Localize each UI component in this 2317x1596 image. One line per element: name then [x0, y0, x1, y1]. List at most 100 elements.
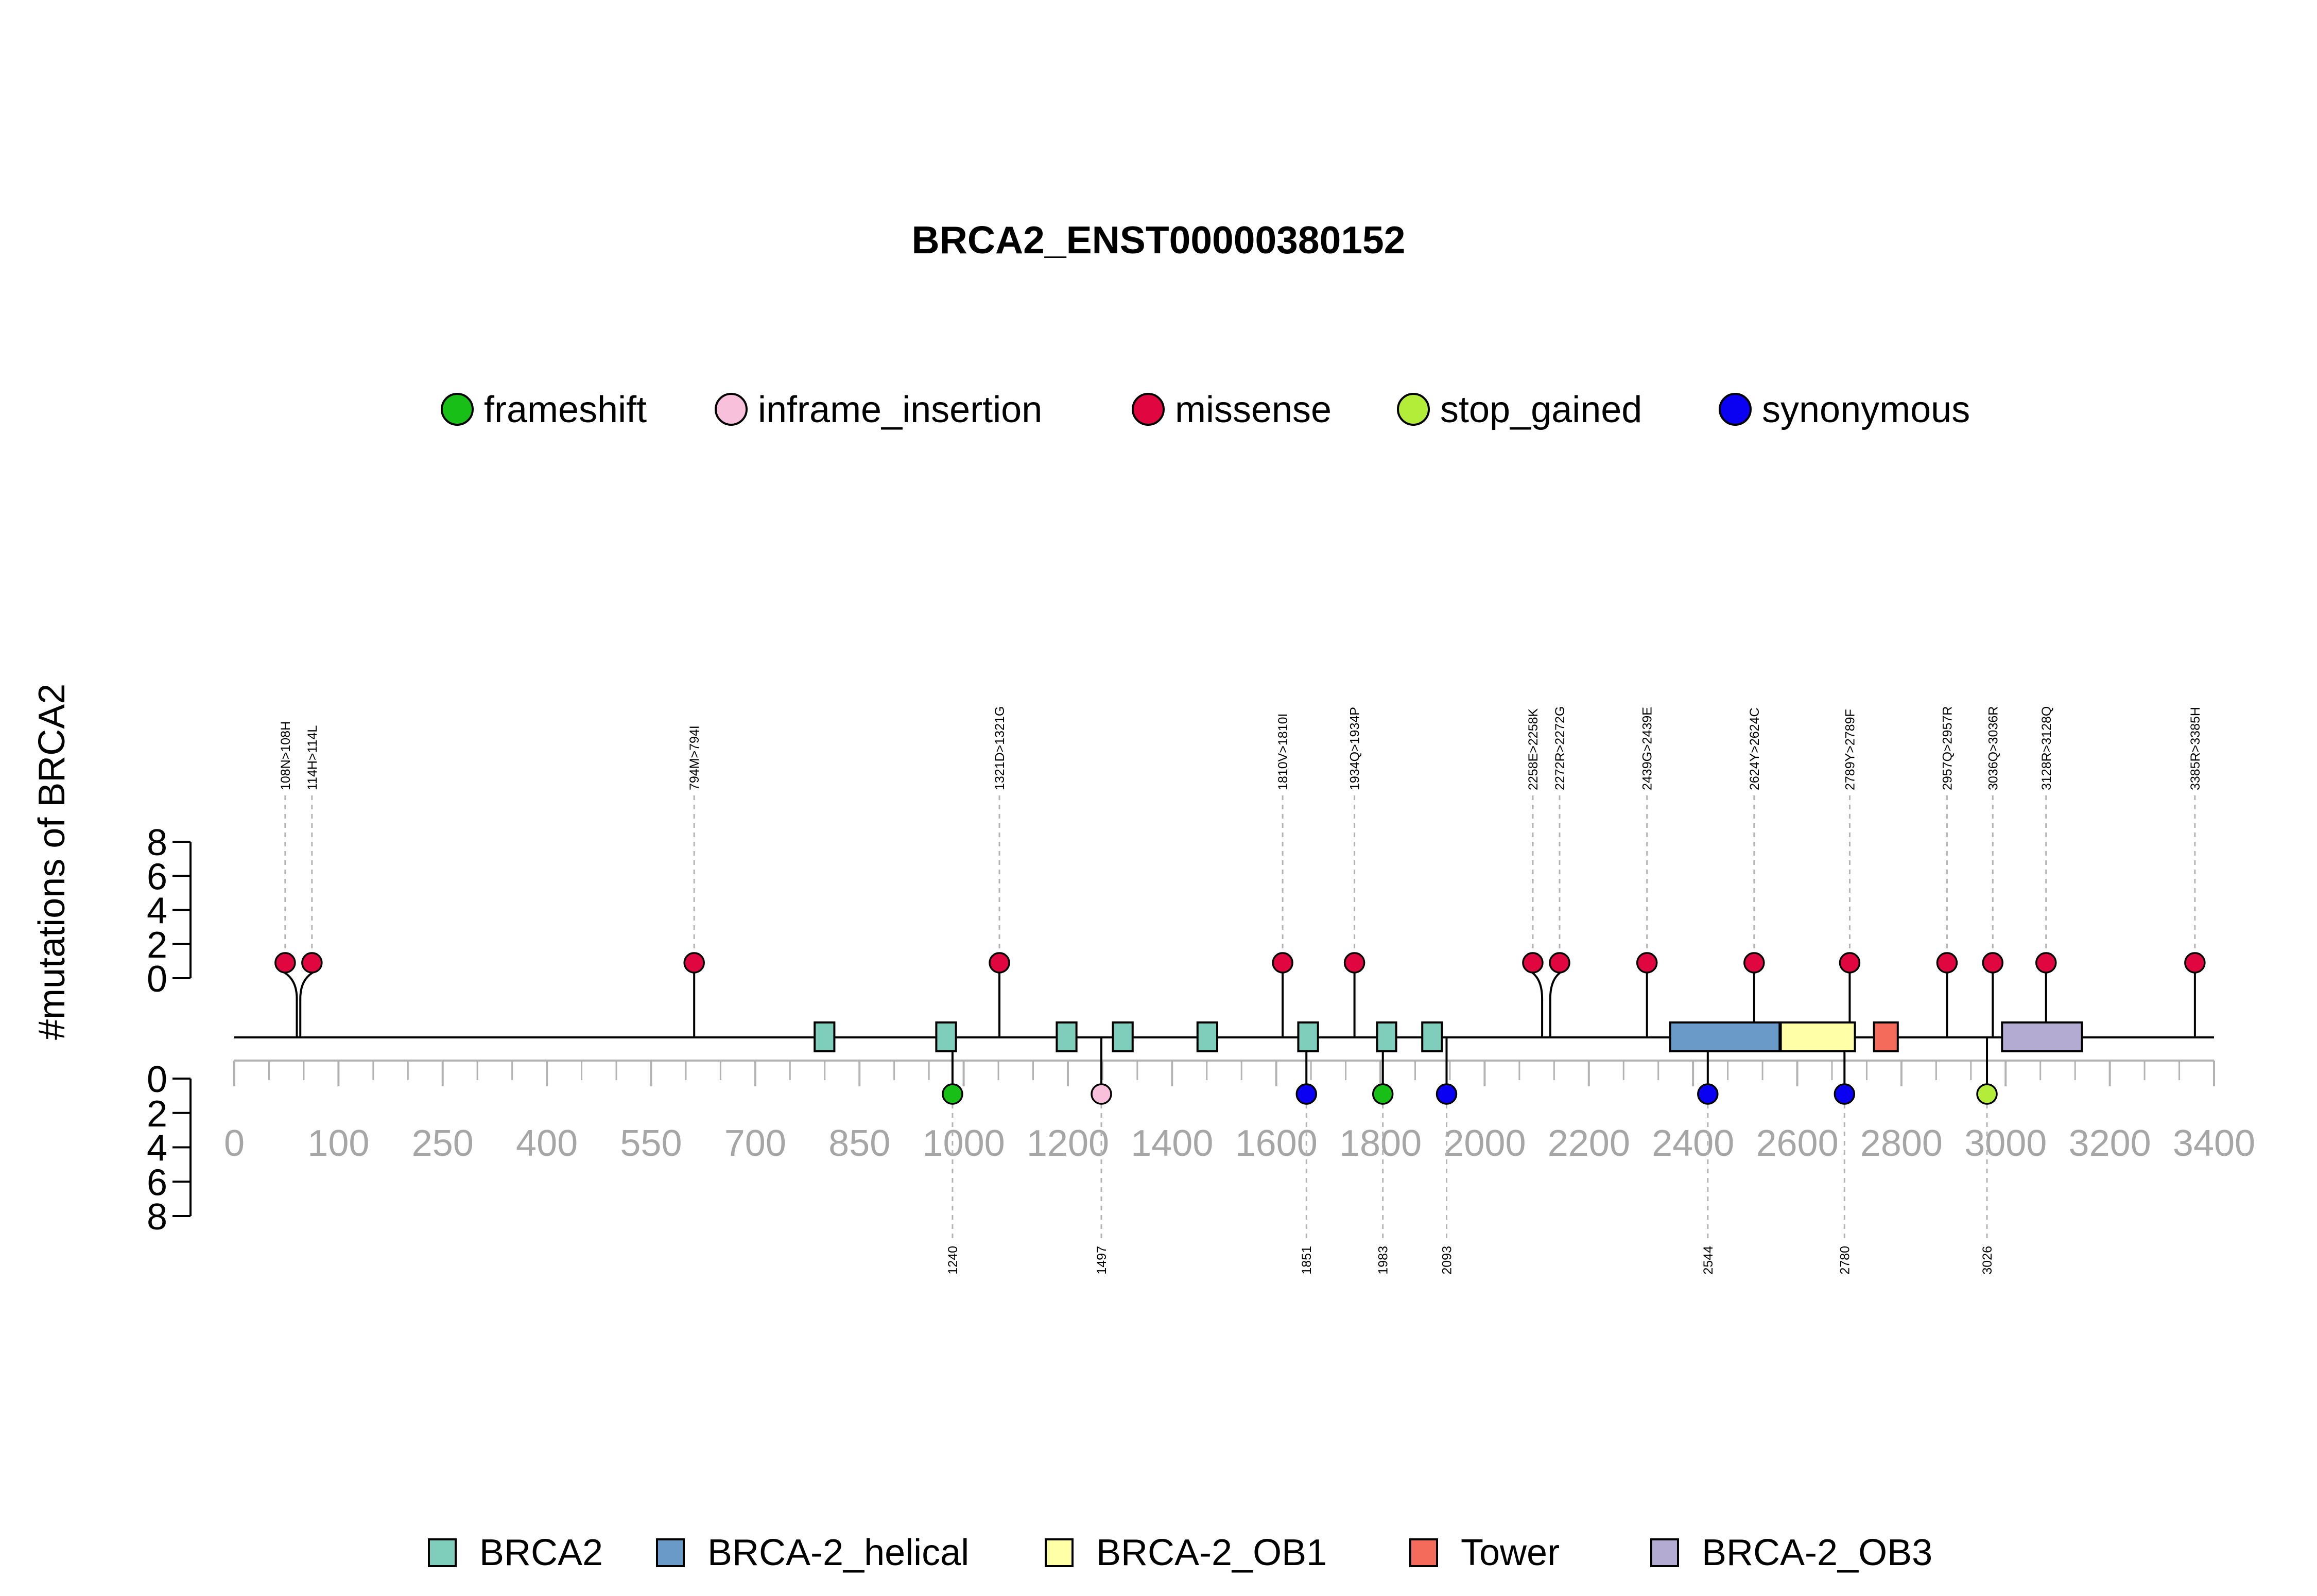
mutation-points: [274, 952, 2206, 1105]
chart-title: BRCA2_ENST00000380152: [912, 218, 1406, 262]
legend-label-inframe_insertion: inframe_insertion: [758, 389, 1042, 430]
mutation-point-missense: [1522, 952, 1544, 974]
mutation-point-missense: [1743, 952, 1765, 974]
x-tick-label: 400: [516, 1123, 578, 1164]
domain-BRCA2: [1056, 1021, 1078, 1052]
mutation-point-missense: [301, 952, 323, 974]
y-tick-label: 4: [147, 891, 167, 932]
mutation-point-inframe_insertion: [1091, 1083, 1112, 1105]
domain-BRCA2: [1376, 1021, 1397, 1052]
legend-key-BRCA-2_helical: [656, 1538, 685, 1567]
y-tick-label: 4: [147, 1128, 167, 1169]
mutation-point-synonymous: [1295, 1083, 1317, 1105]
x-tick-label: 1400: [1131, 1123, 1213, 1164]
x-tick-label: 2200: [1548, 1123, 1630, 1164]
mutation-point-missense: [1636, 952, 1658, 974]
mutation-label: 108N>108H: [279, 721, 293, 790]
mutation-label: 1851: [1300, 1246, 1314, 1275]
mutation-type-legend: frameshift inframe_insertion missense stop_…: [441, 389, 1970, 430]
domain-legend: BRCA2 BRCA-2_helical BRCA-2_OB1 Tower BRCA-2…: [428, 1532, 1932, 1573]
y-tick-label: 6: [147, 856, 167, 897]
mutation-point-missense: [2035, 952, 2057, 974]
legend-key-BRCA2: [428, 1538, 457, 1567]
domain-BRCA2: [1196, 1021, 1219, 1052]
mutation-stem: [284, 963, 298, 1037]
mutation-point-frameshift: [1372, 1083, 1394, 1105]
mutation-stem: [299, 963, 313, 1037]
mutation-label: 3128R>3128Q: [2039, 706, 2054, 790]
x-tick-label: 1800: [1339, 1123, 1422, 1164]
mutation-label: 1321D>1321G: [993, 706, 1007, 790]
mutation-label: 1983: [1376, 1246, 1391, 1275]
mutation-label: 1497: [1095, 1246, 1109, 1275]
mutation-label: 794M>794I: [687, 725, 702, 790]
mutation-point-synonymous: [1436, 1083, 1458, 1105]
y-tick-label: 2: [147, 925, 167, 966]
x-tick-label: 1000: [922, 1123, 1005, 1164]
y-axis-label: #mutations of BRCA2: [31, 684, 73, 1040]
mutation-label: 2093: [1440, 1246, 1454, 1275]
legend-label-missense: missense: [1175, 389, 1332, 430]
legend-label-Tower: Tower: [1461, 1532, 1560, 1573]
legend-label-frameshift: frameshift: [484, 389, 647, 430]
mutation-point-missense: [274, 952, 296, 974]
legend-key-inframe_insertion: [715, 393, 748, 426]
x-tick-label: 2800: [1860, 1123, 1943, 1164]
mutation-point-synonymous: [1697, 1083, 1719, 1105]
mutation-point-missense: [1982, 952, 2004, 974]
mutation-label: 2439G>2439E: [1640, 707, 1655, 790]
domain-BRCA-2_helical: [1669, 1021, 1781, 1052]
x-tick-label: 250: [412, 1123, 474, 1164]
mutation-labels: 108N>108H 114H>114L 794M>794I 1321D>1321G 18…: [279, 706, 2203, 1275]
legend-label-synonymous: synonymous: [1762, 389, 1970, 430]
legend-key-BRCA-2_OB1: [1045, 1538, 1074, 1567]
x-tick-label: 100: [307, 1123, 369, 1164]
mutation-point-missense: [1549, 952, 1570, 974]
legend-key-Tower: [1409, 1538, 1438, 1567]
y-tick-label: 0: [147, 1059, 167, 1100]
mutation-label: 1240: [946, 1246, 960, 1275]
domain-BRCA-2_OB1: [1779, 1021, 1856, 1052]
mutation-point-frameshift: [942, 1083, 963, 1105]
mutation-point-missense: [683, 952, 705, 974]
y-tick-label: 2: [147, 1094, 167, 1135]
mutation-stem: [1531, 963, 1544, 1037]
mutation-point-missense: [1272, 952, 1293, 974]
mutation-point-synonymous: [1834, 1083, 1856, 1105]
mutation-stem: [1549, 963, 1561, 1037]
x-tick-label: 3400: [2173, 1123, 2255, 1164]
legend-key-synonymous: [1719, 393, 1752, 426]
x-tick-label: 0: [224, 1123, 245, 1164]
mutation-point-missense: [1936, 952, 1958, 974]
mutation-label: 2272R>2272G: [1553, 706, 1567, 790]
mutation-label: 1934Q>1934P: [1348, 707, 1362, 790]
mutation-label: 2624Y>2624C: [1748, 707, 1762, 790]
mutation-label: 2258E>2258K: [1526, 708, 1541, 790]
mutation-stems: [284, 795, 2196, 1241]
mutation-label: 2780: [1838, 1246, 1852, 1275]
domain-BRCA-2_OB3: [2001, 1021, 2083, 1052]
domain-BRCA2: [935, 1021, 957, 1052]
mutation-label: 2789Y>2789F: [1843, 709, 1857, 790]
y-tick-label: 8: [147, 822, 167, 863]
y-tick-label: 0: [147, 959, 167, 1000]
mutation-point-missense: [989, 952, 1010, 974]
mutation-label: 1810V>1810I: [1276, 714, 1290, 790]
mutation-label: 3385R>3385H: [2188, 707, 2203, 790]
legend-key-missense: [1132, 393, 1165, 426]
mutation-point-stop_gained: [1976, 1083, 1998, 1105]
domain-BRCA2: [1297, 1021, 1319, 1052]
domain-Tower: [1873, 1021, 1899, 1052]
domain-BRCA2: [1421, 1021, 1443, 1052]
legend-label-stop_gained: stop_gained: [1440, 389, 1642, 430]
protein-domains: [814, 1021, 2083, 1052]
y-tick-label: 6: [147, 1162, 167, 1203]
legend-key-frameshift: [441, 393, 474, 426]
x-tick-label: 2000: [1443, 1123, 1526, 1164]
mutation-label: 3036Q>3036R: [1986, 706, 2000, 790]
x-tick-label: 550: [620, 1123, 682, 1164]
x-tick-label: 2400: [1652, 1123, 1734, 1164]
legend-label-BRCA-2_OB1: BRCA-2_OB1: [1096, 1532, 1327, 1573]
